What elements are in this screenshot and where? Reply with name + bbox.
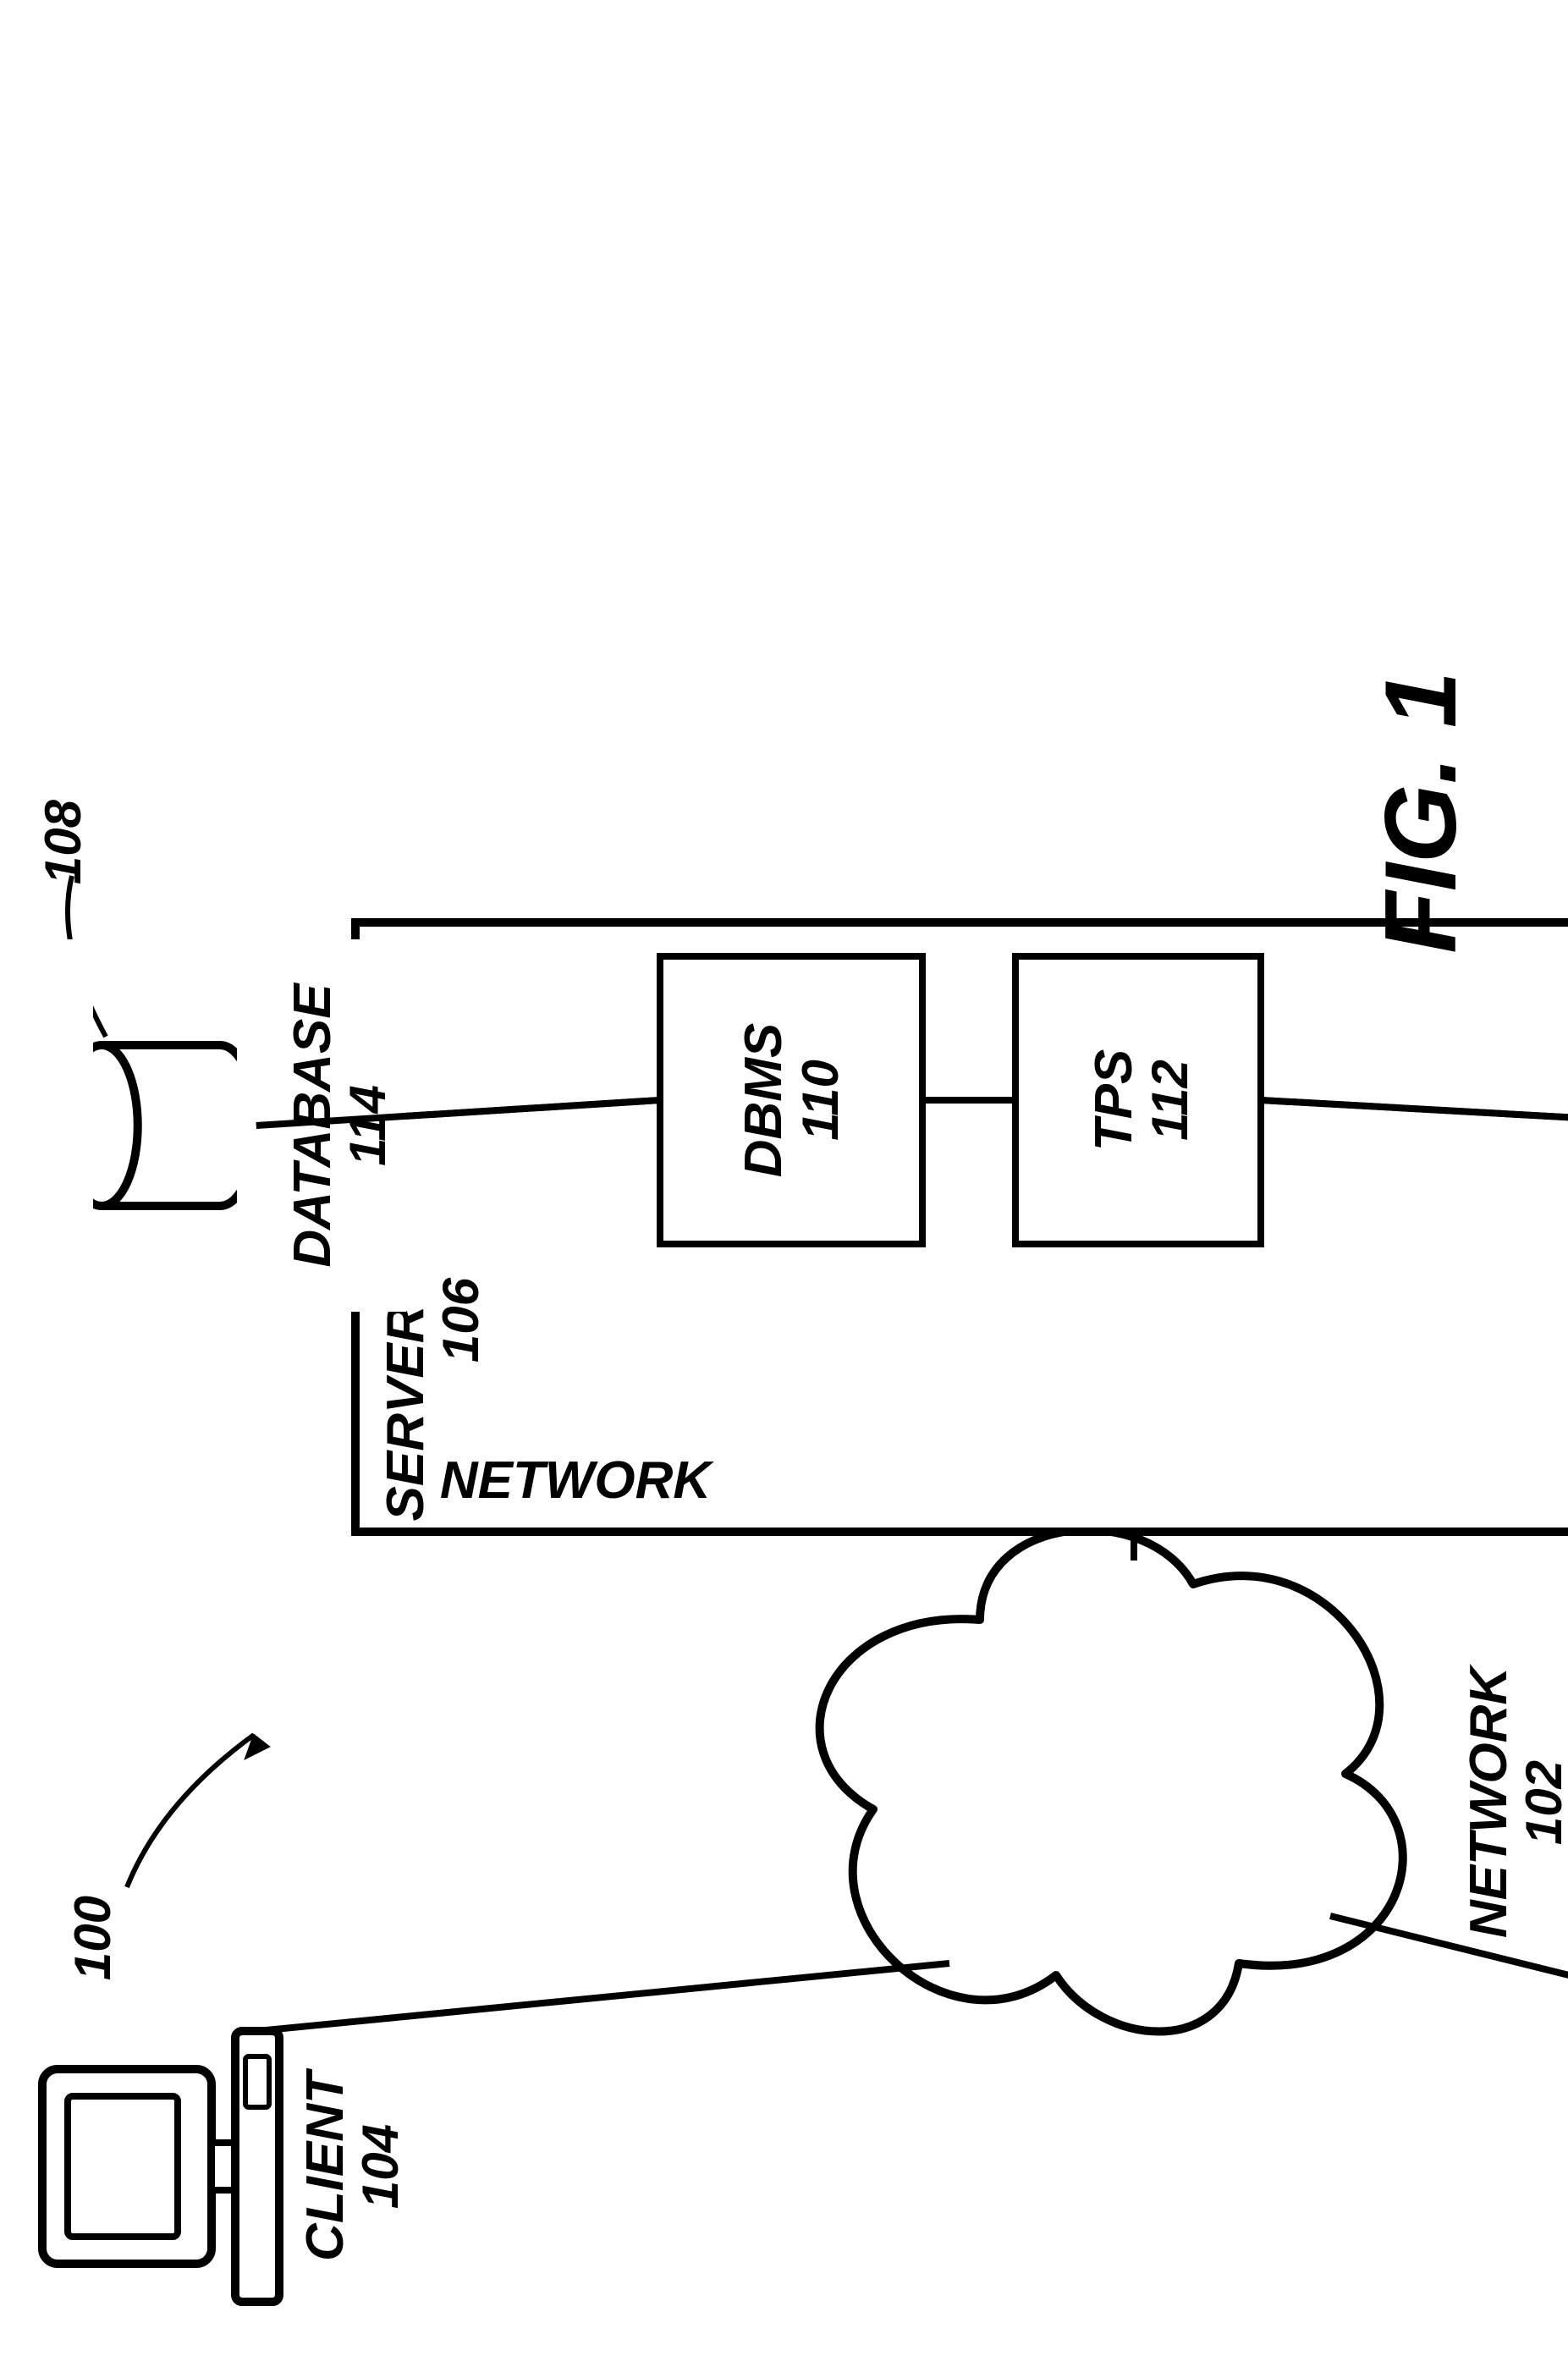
overall-ref: 100: [64, 1896, 121, 1980]
database-cylinder-callout: 108: [35, 799, 91, 884]
server-ref: 106: [432, 1277, 489, 1362]
network-label: NETWORK: [1460, 1664, 1518, 1939]
overall-ref-leader: [127, 1735, 254, 1887]
figure-label: FIG. 1: [1364, 671, 1477, 953]
dbms-label: DBMS: [734, 1023, 793, 1178]
server-label: SERVER: [377, 1305, 435, 1521]
diagram-root: CLIENT104CLIENT104NETWORK102SERVER106DBM…: [0, 671, 1568, 2302]
tps-label: TPS: [1085, 1049, 1143, 1152]
server-box: [355, 922, 1568, 1532]
network-ref: 102: [1516, 1760, 1568, 1845]
svg-text:104: 104: [352, 2124, 409, 2209]
tps-ref: 112: [1142, 1060, 1198, 1141]
network-cloud: [820, 1530, 1403, 2032]
svg-text:NETWORK: NETWORK: [440, 1451, 715, 1510]
svg-text:CLIENT: CLIENT: [296, 2067, 355, 2261]
database-cylinder: [65, 1045, 256, 1206]
client-node: CLIENT104: [42, 2031, 409, 2302]
dbms-ref: 110: [792, 1060, 849, 1141]
client1-network-link: [257, 1963, 949, 2031]
database-ref: 114: [339, 1085, 396, 1166]
